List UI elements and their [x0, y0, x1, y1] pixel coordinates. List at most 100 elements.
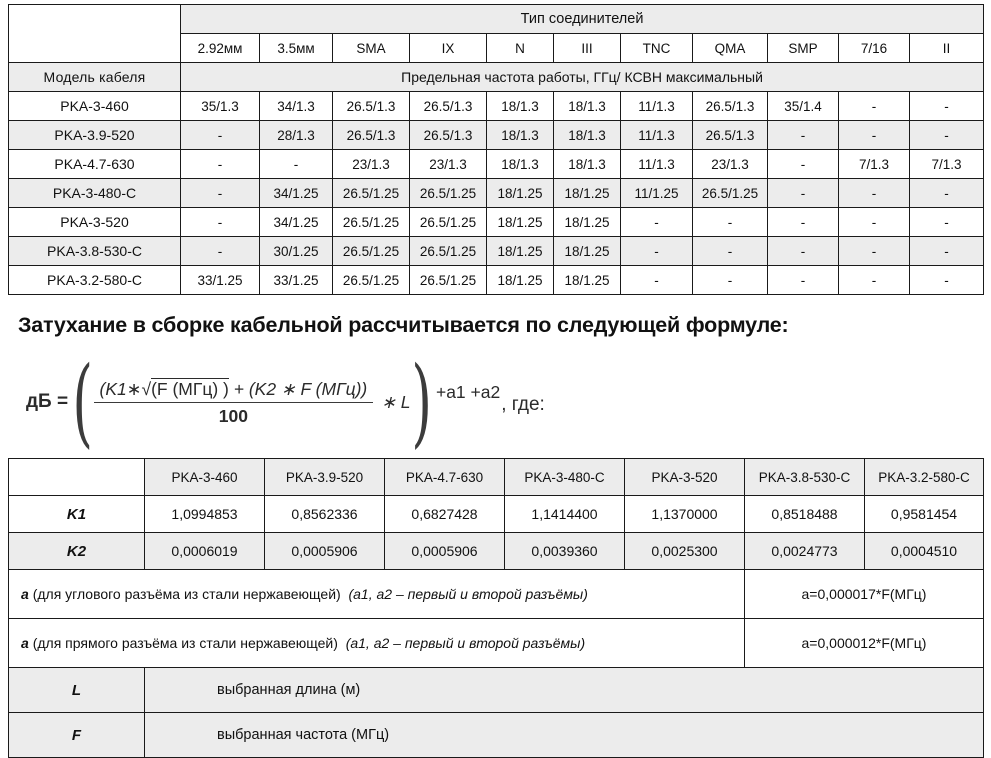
cell-value: -: [692, 236, 768, 266]
cell-value: 26.5/1.25: [692, 178, 768, 208]
formula-close-paren: ): [410, 345, 432, 458]
col-header-model: PKA-3.9-520: [264, 458, 385, 496]
cell-value: 23/1.3: [692, 149, 768, 179]
cell-value: -: [838, 120, 910, 150]
cell-value: 23/1.3: [332, 149, 410, 179]
table-row-k2: K2 0,0006019 0,0005906 0,0005906 0,00393…: [8, 532, 984, 570]
cell-value: -: [692, 207, 768, 237]
formula-fraction-bar: [93, 401, 374, 403]
formula-where-label: , где:: [501, 394, 545, 415]
symbol-a: a: [21, 635, 29, 651]
col-header-model: PKA-3.8-530-С: [744, 458, 865, 496]
cell-value: 26.5/1.25: [332, 236, 410, 266]
cell-value: 18/1.3: [553, 91, 621, 121]
cell-a-angled-description: a (для углового разъёма из стали нержаве…: [8, 569, 745, 619]
cell-value: 18/1.3: [553, 149, 621, 179]
cell-value: -: [908, 265, 985, 295]
cell-k2-value: 0,0005906: [264, 532, 385, 570]
cell-value: 34/1.25: [259, 207, 333, 237]
cell-value: -: [620, 207, 693, 237]
coefficients-table-wrapper: PKA-3-460 PKA-3.9-520 PKA-4.7-630 PKA-3-…: [8, 458, 984, 758]
formula-numerator-star: ∗: [126, 378, 142, 399]
cell-a-straight-description: a (для прямого разъёма из стали нержавею…: [8, 618, 745, 668]
connector-frequency-table: Тип соединителей 2.92мм 3.5мм SMA IX N I…: [8, 4, 985, 295]
cell-value: 18/1.25: [553, 265, 621, 295]
table-row: PKA-4.7-630 - - 23/1.3 23/1.3 18/1.3 18/…: [8, 149, 985, 179]
cell-model: PKA-3-460: [8, 91, 181, 121]
symbol-a: a: [21, 586, 29, 602]
a-straight-text: (для прямого разъёма из стали нержавеюще…: [32, 635, 338, 651]
cell-value: 33/1.25: [180, 265, 260, 295]
cell-value: 33/1.25: [259, 265, 333, 295]
col-header-7-16: 7/16: [838, 33, 910, 63]
cell-value: -: [180, 149, 260, 179]
connector-frequency-table-wrapper: Тип соединителей 2.92мм 3.5мм SMA IX N I…: [8, 4, 985, 295]
cell-value: 26.5/1.25: [409, 236, 487, 266]
cell-value: 28/1.3: [259, 120, 333, 150]
formula-fraction-group: (K1∗√(F (МГц) ) + (K2 ∗ F (МГц)) 100 ∗ L: [93, 377, 411, 427]
a-straight-note: (a1, a2 – первый и второй разъёмы): [345, 635, 586, 651]
cell-value: 34/1.25: [259, 178, 333, 208]
cell-value: 26.5/1.3: [332, 91, 410, 121]
cell-value: -: [838, 91, 910, 121]
cell-model: PKA-4.7-630: [8, 149, 181, 179]
formula-numerator-k1: (K1: [99, 378, 127, 399]
cell-frequency-description: выбранная частота (МГц): [144, 712, 984, 758]
cell-k1-value: 1,1370000: [624, 495, 745, 533]
cell-value: 18/1.25: [553, 236, 621, 266]
cell-value: 26.5/1.25: [409, 265, 487, 295]
formula-open-paren: (: [72, 345, 94, 458]
formula-denominator: 100: [218, 405, 248, 426]
cell-value: -: [908, 236, 985, 266]
cell-value: -: [180, 178, 260, 208]
table-row-frequency: F выбранная частота (МГц): [8, 712, 984, 758]
table-row-a-straight: a (для прямого разъёма из стали нержавею…: [8, 618, 984, 668]
table-row-a-angled: a (для углового разъёма из стали нержаве…: [8, 569, 984, 619]
document-page: Тип соединителей 2.92мм 3.5мм SMA IX N I…: [8, 4, 985, 758]
col-header-model: PKA-3.2-580-С: [864, 458, 984, 496]
row-header-frequency: F: [8, 712, 145, 758]
cell-value: -: [180, 236, 260, 266]
cell-model: PKA-3-520: [8, 207, 181, 237]
cell-value: 18/1.25: [486, 236, 554, 266]
formula-multiply-length: ∗ L: [381, 391, 411, 412]
table-row: PKA-3.8-530-С - 30/1.25 26.5/1.25 26.5/1…: [8, 236, 985, 266]
col-header-3-5mm: 3.5мм: [259, 33, 333, 63]
cell-value: -: [767, 120, 839, 150]
cell-value: -: [838, 265, 910, 295]
table-row-connector-columns: 2.92мм 3.5мм SMA IX N III TNC QMA SMP 7/…: [9, 33, 985, 63]
table-row: PKA-3-520 - 34/1.25 26.5/1.25 26.5/1.25 …: [8, 207, 985, 237]
cell-value: 26.5/1.3: [332, 120, 410, 150]
formula-numerator: (K1∗√(F (МГц) ) + (K2 ∗ F (МГц)): [94, 377, 374, 402]
corner-cell-empty: [8, 4, 181, 63]
cell-value: -: [838, 207, 910, 237]
cell-value: 7/1.3: [838, 149, 910, 179]
cell-value: -: [908, 91, 985, 121]
col-header-ii: II: [908, 33, 985, 63]
group-header-connector-type: Тип соединителей: [179, 4, 985, 34]
table-row-band-header: Модель кабеля Предельная частота работы,…: [8, 62, 985, 92]
cell-value: 11/1.3: [620, 149, 693, 179]
cell-value: 18/1.3: [486, 120, 554, 150]
cell-k2-value: 0,0004510: [864, 532, 984, 570]
cell-value: 34/1.3: [259, 91, 333, 121]
a-angled-text: (для углового разъёма из стали нержавеющ…: [32, 586, 341, 602]
cell-value: 26.5/1.25: [409, 207, 487, 237]
cell-value: -: [180, 120, 260, 150]
table-row-group-header: Тип соединителей: [8, 4, 985, 63]
cell-value: 26.5/1.3: [409, 120, 487, 150]
cell-value: 18/1.25: [486, 207, 554, 237]
cell-value: 26.5/1.3: [692, 91, 768, 121]
col-header-model: PKA-3-480-С: [504, 458, 625, 496]
cell-value: -: [259, 149, 333, 179]
col-header-2-92mm: 2.92мм: [180, 33, 260, 63]
cell-length-description: выбранная длина (м): [144, 667, 984, 713]
cell-value: -: [908, 207, 985, 237]
cell-value: 26.5/1.25: [409, 178, 487, 208]
cell-model: PKA-3.2-580-С: [8, 265, 181, 295]
cell-value: 18/1.25: [486, 265, 554, 295]
cell-value: 11/1.25: [620, 178, 693, 208]
row-header-cable-model: Модель кабеля: [8, 62, 181, 92]
cell-value: 18/1.3: [486, 91, 554, 121]
cell-value: 30/1.25: [259, 236, 333, 266]
